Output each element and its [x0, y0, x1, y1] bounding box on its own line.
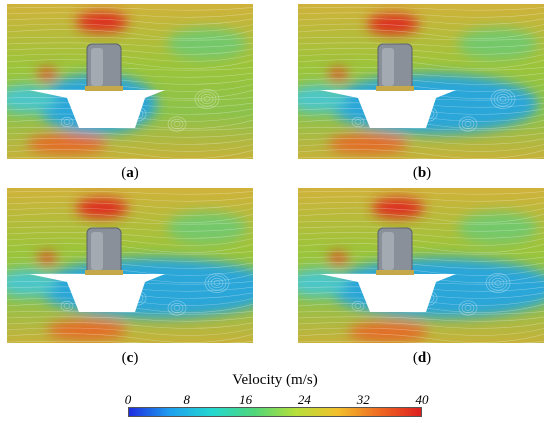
panel-caption-c: (c): [121, 350, 139, 366]
flow-field-panel-b: [298, 4, 544, 159]
panel-caption-a: (a): [121, 165, 139, 181]
colorbar-title: Velocity (m/s): [232, 372, 318, 388]
colorbar-tick-5: 40: [415, 392, 429, 407]
panel-caption-b: (b): [412, 165, 432, 181]
colorbar-tick-3: 24: [297, 392, 311, 407]
colorbar-tick-1: 8: [183, 392, 191, 407]
flow-field-panel-d: [298, 188, 544, 343]
panel-caption-d: (d): [412, 350, 432, 366]
colorbar-tick-0: 0: [124, 392, 132, 407]
colorbar-tick-4: 32: [356, 392, 370, 407]
colorbar-gradient: [128, 407, 422, 417]
colorbar-tick-2: 16: [239, 392, 253, 407]
flow-field-panel-c: [7, 188, 253, 343]
colorbar-ticks: 0 8 16 24 32 40: [124, 392, 429, 408]
flow-field-panel-a: [7, 4, 253, 159]
